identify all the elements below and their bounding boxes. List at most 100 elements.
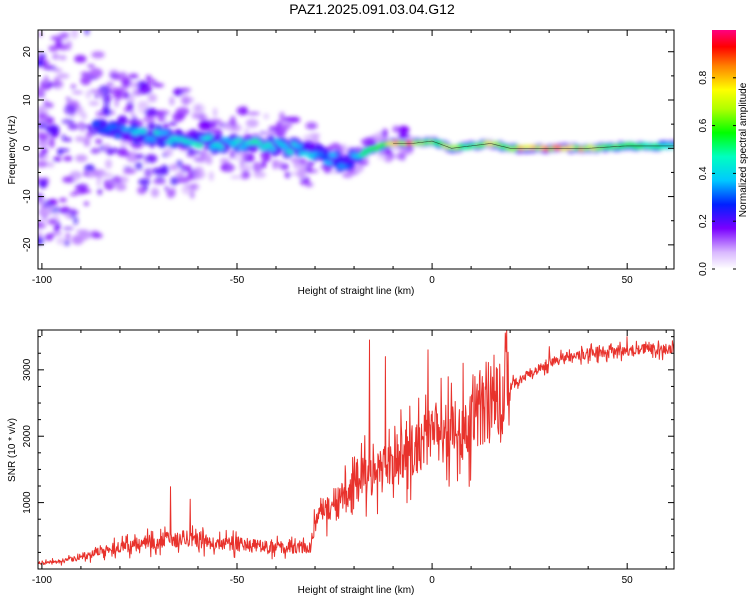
spectrogram-ridge-core — [217, 144, 225, 150]
spectrogram-blob — [90, 147, 101, 154]
spectrogram-blob — [180, 96, 195, 104]
spectrogram-blob — [123, 168, 136, 174]
spectrogram-blob — [84, 164, 95, 172]
spectrogram-blob — [38, 131, 45, 139]
spectrogram-blob — [49, 232, 63, 236]
spectrogram-blob — [83, 201, 90, 206]
spectrogram-blob — [392, 125, 401, 133]
spectrogram-ridge-core — [268, 146, 277, 152]
spectrogram-blob — [145, 154, 158, 164]
spectrogram-blob — [38, 237, 44, 245]
spectrogram-blob — [290, 172, 299, 176]
spectrogram-blob — [193, 169, 206, 180]
spectrogram-blob — [47, 161, 55, 168]
spectrogram-blob — [53, 225, 60, 232]
spectrogram-y-tick-label: 10 — [22, 94, 33, 106]
spectrogram-ridge-core — [238, 145, 247, 150]
spectrogram-blob — [64, 212, 72, 218]
spectrogram-blob — [74, 54, 87, 63]
spectrogram-blob — [110, 87, 124, 96]
spectrogram-blob — [147, 93, 158, 103]
colorbar-label: Normalized spectral amplitude — [738, 82, 749, 217]
spectrogram-blob — [169, 164, 179, 171]
spectrogram-blob — [128, 73, 139, 79]
spectrogram-blob — [80, 71, 92, 76]
spectrogram-ridge-core — [263, 142, 273, 148]
spectrogram-blob — [144, 107, 157, 117]
spectrogram-blob — [88, 101, 100, 106]
spectrogram-blob — [117, 72, 128, 82]
spectrogram-y-tick-label: -10 — [22, 189, 33, 204]
spectrogram-ridge-core — [256, 141, 264, 147]
colorbar-tick-label: 0.2 — [698, 214, 709, 228]
spectrogram-blob — [38, 177, 43, 182]
spectrogram-blob — [81, 111, 87, 120]
snr-y-ticks: 1000 2000 3000 — [22, 336, 674, 570]
spectrogram-ridge-core — [294, 144, 303, 149]
spectrogram-blob — [80, 75, 92, 86]
spectrogram-blob — [40, 53, 47, 59]
spectrogram-blob — [296, 168, 307, 179]
spectrogram-blob — [398, 134, 412, 138]
spectrogram-blob — [169, 96, 175, 106]
spectrogram-blob — [42, 199, 52, 208]
spectrogram-blob — [376, 156, 389, 160]
spectrogram-blob — [138, 85, 152, 95]
spectrogram-blob — [105, 147, 120, 154]
spectrogram-blob — [57, 73, 70, 79]
spectrogram-blob — [184, 184, 199, 188]
spectrogram-blob — [252, 161, 263, 173]
colorbar-ticks: 0.0 0.2 0.4 0.6 0.8 — [698, 70, 736, 276]
spectrogram-blob — [99, 145, 105, 152]
spectrogram-blob — [206, 155, 213, 165]
spectrogram-blob — [52, 53, 60, 60]
spectrogram-blob — [42, 65, 57, 71]
spectrogram-blob — [89, 89, 101, 94]
spectrogram-blob — [180, 164, 193, 173]
spectrogram-blob — [117, 151, 130, 157]
spectrogram-ridge-core — [92, 122, 101, 127]
spectrogram-blob — [78, 230, 91, 241]
spectrogram-heatmap — [38, 30, 674, 247]
spectrogram-blob — [75, 154, 88, 163]
spectrogram-blob — [83, 137, 91, 147]
spectrogram-blob — [398, 125, 410, 135]
spectrogram-blob — [300, 177, 306, 186]
spectrogram-blob — [241, 150, 247, 160]
colorbar-tick-label: 0.0 — [698, 262, 709, 276]
spectrogram-blob — [38, 87, 47, 92]
spectrogram-ridge-core — [285, 149, 294, 155]
spectrogram-blob — [304, 181, 314, 188]
spectrogram-blob — [47, 124, 60, 135]
colorbar: 0.0 0.2 0.4 0.6 0.8 Normalized spectral ampl… — [698, 30, 749, 276]
spectrogram-blob — [59, 32, 70, 38]
spectrogram-blob — [170, 176, 179, 186]
spectrogram-blob — [61, 118, 75, 125]
spectrogram-blob — [38, 153, 45, 158]
spectrogram-blob — [64, 240, 70, 246]
spectrogram-blob — [43, 99, 49, 108]
spectrogram-blob — [134, 162, 143, 168]
spectrogram-blob — [52, 156, 62, 162]
spectrogram-blob — [73, 188, 87, 195]
spectrogram-frame — [37, 29, 675, 270]
spectrogram-blob — [73, 216, 79, 225]
spectrogram-blob — [110, 74, 117, 78]
spectrogram-blob — [105, 159, 112, 169]
spectrogram-blob — [358, 161, 369, 166]
spectrogram-blob — [230, 175, 243, 179]
spectrogram-blob — [38, 234, 41, 238]
spectrogram-y-ticks: -20 -10 0 10 20 — [22, 46, 674, 270]
spectrogram-blob — [192, 103, 205, 115]
spectrogram-ridge-core — [109, 124, 119, 130]
spectrogram-blob — [53, 76, 61, 83]
spectrogram-blob — [143, 185, 148, 191]
spectrogram-blob — [75, 183, 89, 190]
spectrogram-x-ticks: -100 -50 0 50 — [32, 30, 667, 286]
spectrogram-blob — [164, 186, 169, 192]
spectrogram-blob — [241, 171, 246, 180]
spectrogram-blob — [82, 125, 94, 129]
spectrogram-blob — [377, 151, 388, 156]
spectrogram-blob — [263, 154, 271, 162]
colorbar-tick-label: 0.6 — [698, 118, 709, 132]
